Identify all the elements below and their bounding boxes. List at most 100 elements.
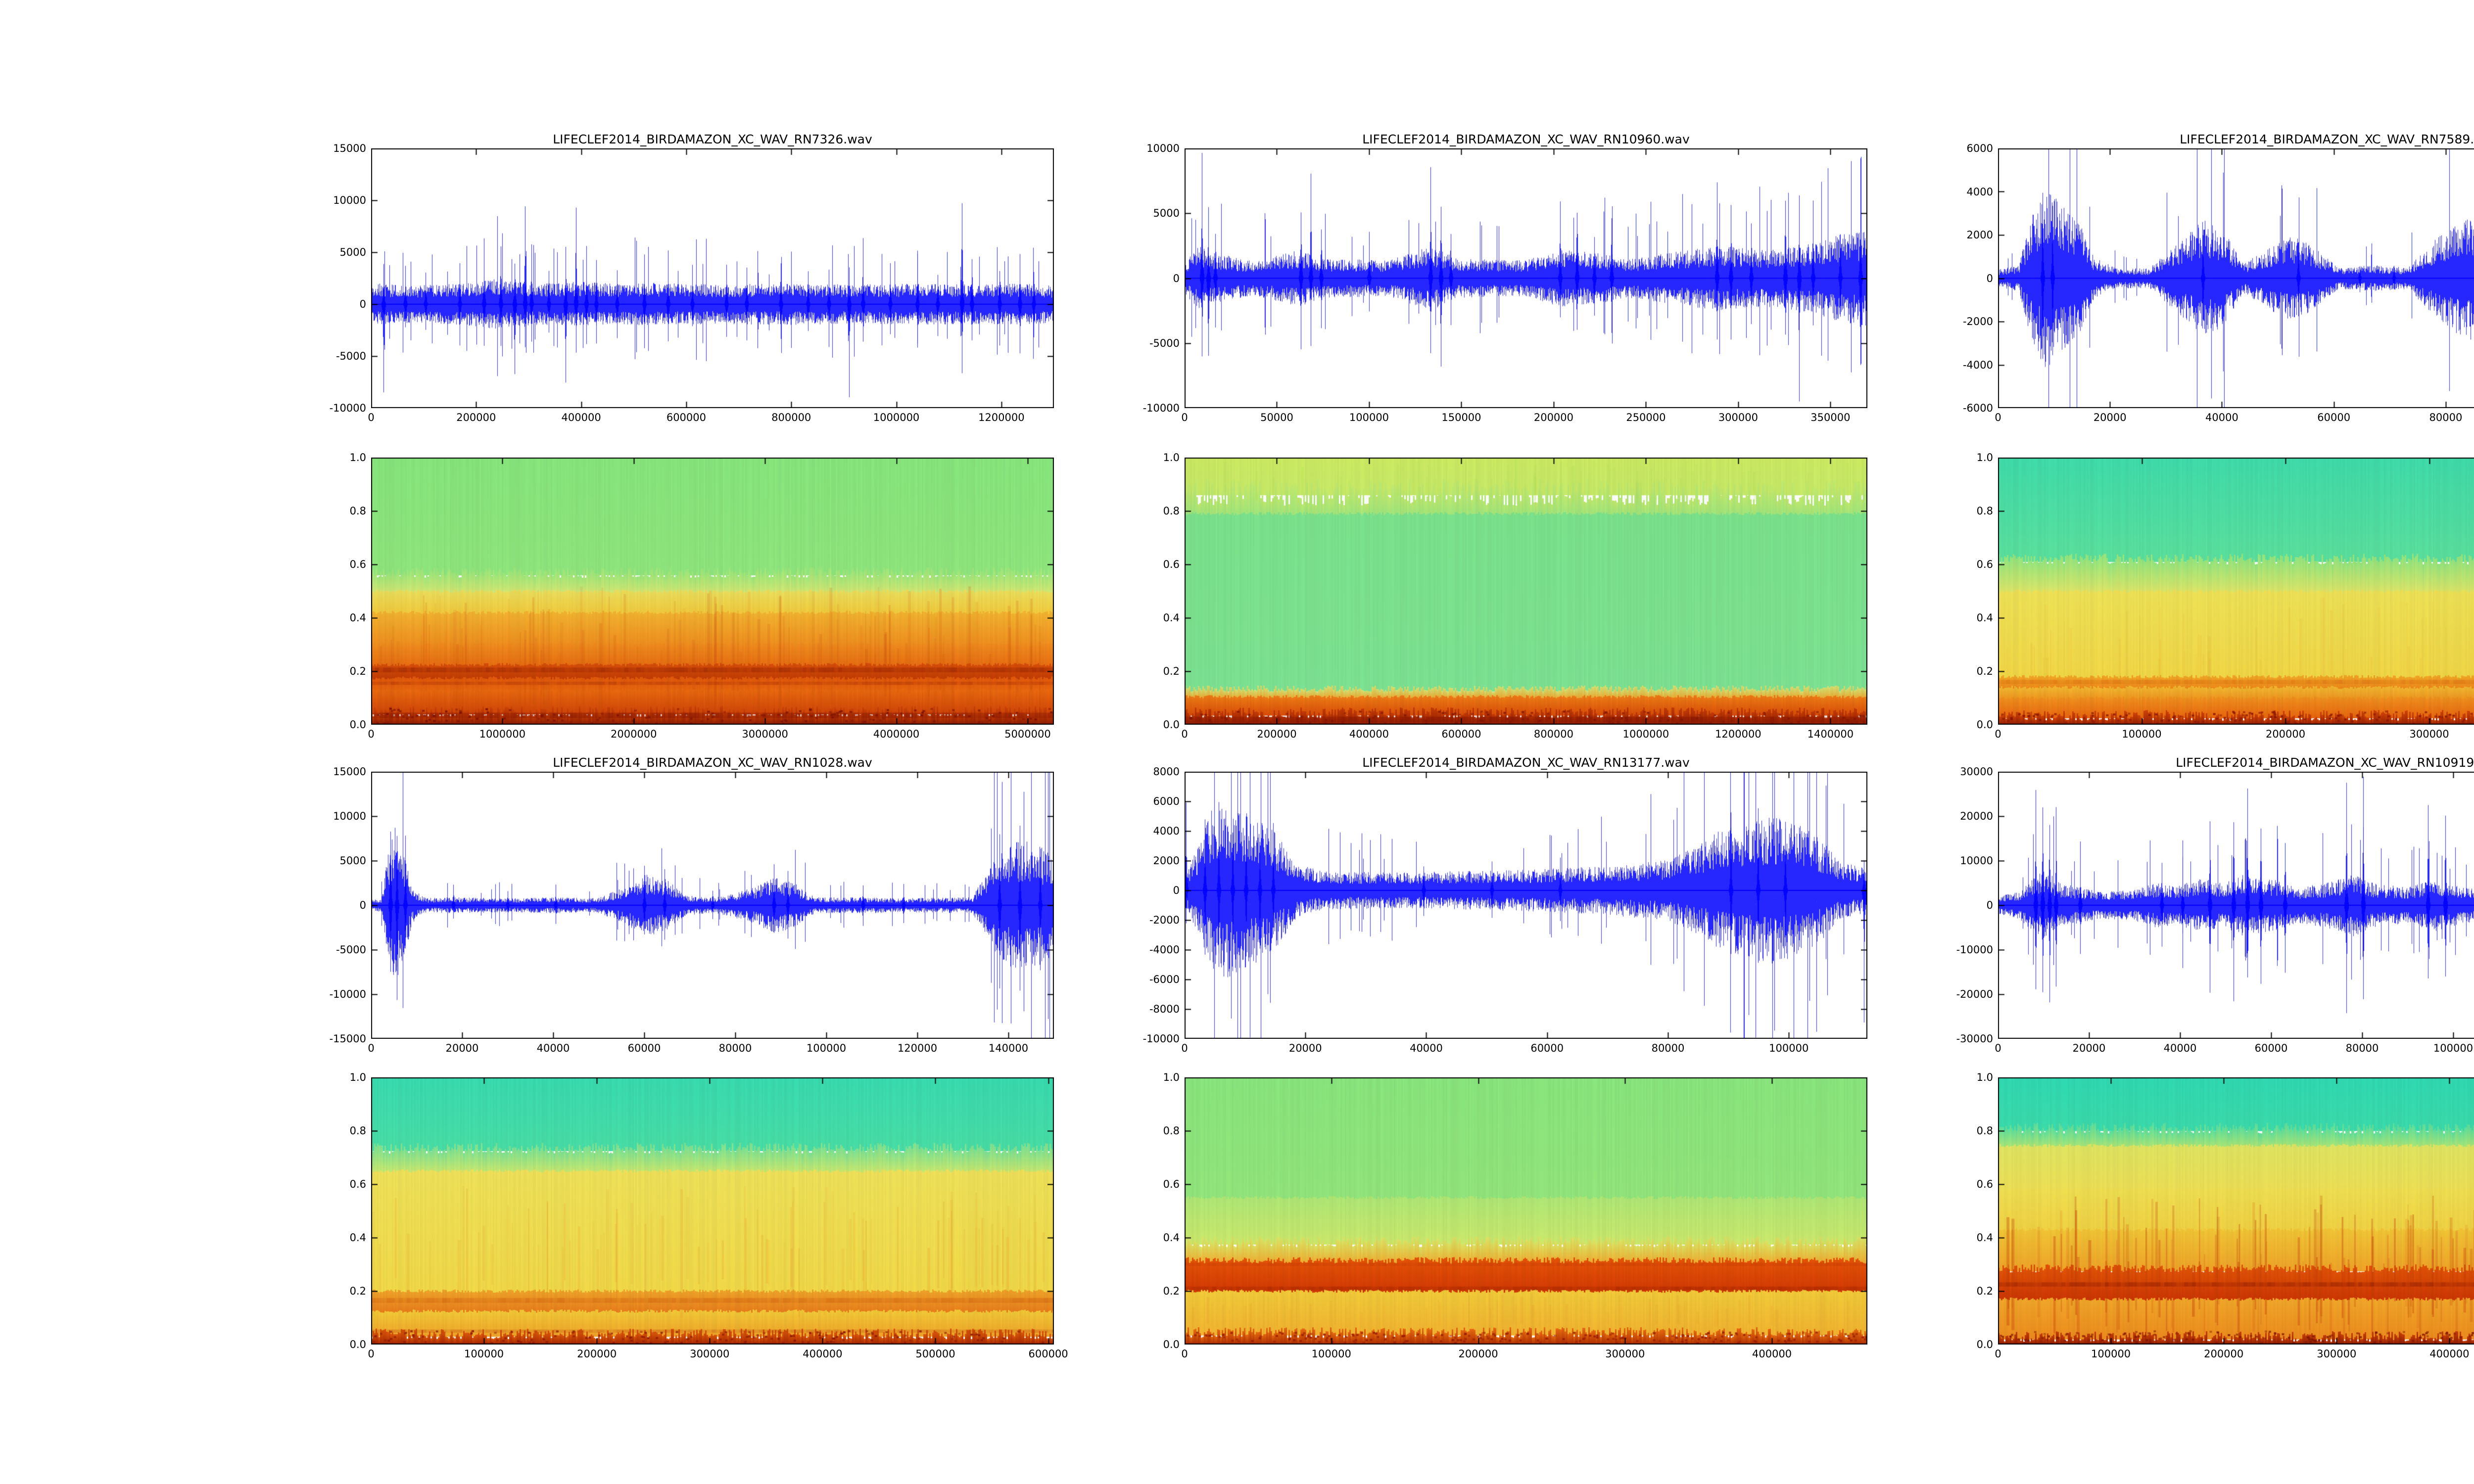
y-tick-label: 6000 [1966, 142, 1993, 154]
y-tick-label: 1.0 [1976, 452, 1993, 464]
y-tick-label: 0 [359, 298, 366, 310]
y-tick-label: 0.2 [1976, 665, 1993, 677]
y-tick-label: 0.8 [1976, 505, 1993, 517]
y-tick-label: 0.0 [1976, 1339, 1993, 1350]
y-tick-label: 5000 [339, 246, 366, 258]
y-tick-label: 0 [1986, 272, 1993, 284]
y-tick-label: 1.0 [1163, 452, 1180, 464]
y-tick-label: 0.0 [349, 719, 366, 731]
x-tick-label: 100000 [464, 1348, 504, 1360]
y-tick-label: -10000 [1142, 1033, 1180, 1045]
y-tick-label: 0.6 [349, 558, 366, 570]
x-tick-label: 20000 [2072, 1042, 2106, 1054]
x-tick-label: 0 [368, 1348, 375, 1360]
y-tick-label: 0.4 [1163, 612, 1180, 624]
y-tick-label: -30000 [1956, 1033, 1993, 1045]
x-tick-label: 500000 [915, 1348, 955, 1360]
x-tick-label: 0 [368, 412, 375, 423]
y-tick-label: 0 [1986, 899, 1993, 911]
y-tick-label: 1.0 [349, 452, 366, 464]
spectrogram-plot [1998, 1077, 2474, 1345]
x-tick-label: 300000 [690, 1348, 730, 1360]
x-tick-label: 800000 [1533, 728, 1574, 740]
x-tick-label: 200000 [2204, 1348, 2244, 1360]
y-tick-label: -10000 [329, 402, 366, 414]
plot-title: LIFECLEF2014_BIRDAMAZON_XC_WAV_RN7326.wa… [553, 132, 872, 146]
x-tick-label: 600000 [1441, 728, 1481, 740]
x-tick-label: 2000000 [611, 728, 657, 740]
y-tick-label: 0.2 [1163, 665, 1180, 677]
x-tick-label: 80000 [2429, 412, 2463, 423]
x-tick-label: 100000 [2122, 728, 2162, 740]
y-tick-label: 0.4 [1976, 612, 1993, 624]
y-tick-label: 0.0 [1976, 719, 1993, 731]
y-tick-label: 0.8 [1976, 1125, 1993, 1137]
waveform-plot [1185, 772, 1867, 1039]
y-tick-label: -5000 [335, 350, 366, 362]
x-tick-label: 300000 [2317, 1348, 2357, 1360]
y-tick-label: 0.0 [1163, 719, 1180, 731]
y-tick-label: 0.2 [349, 1285, 366, 1297]
y-tick-label: 5000 [339, 855, 366, 867]
y-tick-label: -2000 [1149, 914, 1180, 926]
y-tick-label: 6000 [1153, 795, 1180, 807]
x-tick-label: 300000 [1718, 412, 1758, 423]
x-tick-label: 40000 [2163, 1042, 2197, 1054]
x-tick-label: 400000 [1752, 1348, 1792, 1360]
y-tick-label: 10000 [333, 810, 366, 822]
y-tick-label: 2000 [1966, 229, 1993, 241]
y-tick-label: -10000 [1956, 944, 1993, 956]
y-tick-label: 0 [359, 899, 366, 911]
x-tick-label: 1200000 [1715, 728, 1761, 740]
x-tick-label: 0 [1995, 1042, 2001, 1054]
x-tick-label: 0 [1181, 1348, 1188, 1360]
x-tick-label: 200000 [1257, 728, 1297, 740]
x-tick-label: 80000 [2345, 1042, 2379, 1054]
y-tick-label: 0.6 [1163, 558, 1180, 570]
y-tick-label: 0.8 [1163, 1125, 1180, 1137]
y-tick-label: 2000 [1153, 855, 1180, 867]
y-tick-label: 5000 [1153, 207, 1180, 220]
waveform-plot [371, 148, 1054, 408]
x-tick-label: 0 [368, 1042, 375, 1054]
y-tick-label: 0.2 [1976, 1285, 1993, 1297]
y-tick-label: 0.6 [1976, 558, 1993, 570]
y-tick-label: 0 [1173, 272, 1180, 284]
y-tick-label: 0.0 [1163, 1339, 1180, 1350]
plot-title: LIFECLEF2014_BIRDAMAZON_XC_WAV_RN1028.wa… [553, 755, 872, 770]
x-tick-label: 400000 [1349, 728, 1389, 740]
x-tick-label: 200000 [1458, 1348, 1498, 1360]
x-tick-label: 40000 [536, 1042, 570, 1054]
spectrogram-canvas [371, 458, 1054, 725]
waveform-canvas [371, 772, 1054, 1039]
x-tick-label: 600000 [666, 412, 707, 423]
y-tick-label: 0.4 [1976, 1232, 1993, 1244]
y-tick-label: -5000 [335, 944, 366, 956]
plot-title: LIFECLEF2014_BIRDAMAZON_XC_WAV_RN7589.wa… [2180, 132, 2474, 146]
x-tick-label: 100000 [2433, 1042, 2474, 1054]
y-tick-label: 0.4 [349, 1232, 366, 1244]
x-tick-label: 1000000 [1622, 728, 1669, 740]
x-tick-label: 120000 [897, 1042, 938, 1054]
y-tick-label: -8000 [1149, 1003, 1180, 1015]
x-tick-label: 80000 [1651, 1042, 1685, 1054]
x-tick-label: 800000 [771, 412, 811, 423]
spectrogram-canvas [371, 1077, 1054, 1345]
y-tick-label: -4000 [1962, 359, 1993, 371]
y-tick-label: 4000 [1966, 186, 1993, 198]
y-tick-label: 0.8 [349, 1125, 366, 1137]
x-tick-label: 20000 [445, 1042, 479, 1054]
spectrogram-plot [1185, 1077, 1867, 1345]
x-tick-label: 350000 [1810, 412, 1851, 423]
x-tick-label: 200000 [1533, 412, 1574, 423]
y-tick-label: 10000 [1146, 142, 1180, 154]
y-tick-label: 0.2 [349, 665, 366, 677]
x-tick-label: 100000 [1311, 1348, 1351, 1360]
waveform-canvas [1998, 772, 2474, 1039]
spectrogram-canvas [1998, 1077, 2474, 1345]
x-tick-label: 40000 [2205, 412, 2238, 423]
y-tick-label: -2000 [1962, 316, 1993, 327]
waveform-plot [1998, 772, 2474, 1039]
x-tick-label: 150000 [1441, 412, 1481, 423]
x-tick-label: 80000 [718, 1042, 752, 1054]
